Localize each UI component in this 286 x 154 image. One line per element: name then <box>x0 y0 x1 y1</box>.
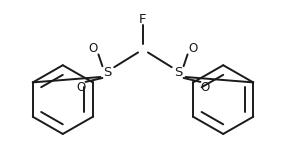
Text: O: O <box>76 81 85 94</box>
Text: S: S <box>103 66 112 79</box>
Text: O: O <box>188 42 197 55</box>
Text: O: O <box>201 81 210 94</box>
Text: S: S <box>174 66 183 79</box>
Text: O: O <box>89 42 98 55</box>
Text: F: F <box>139 13 147 26</box>
